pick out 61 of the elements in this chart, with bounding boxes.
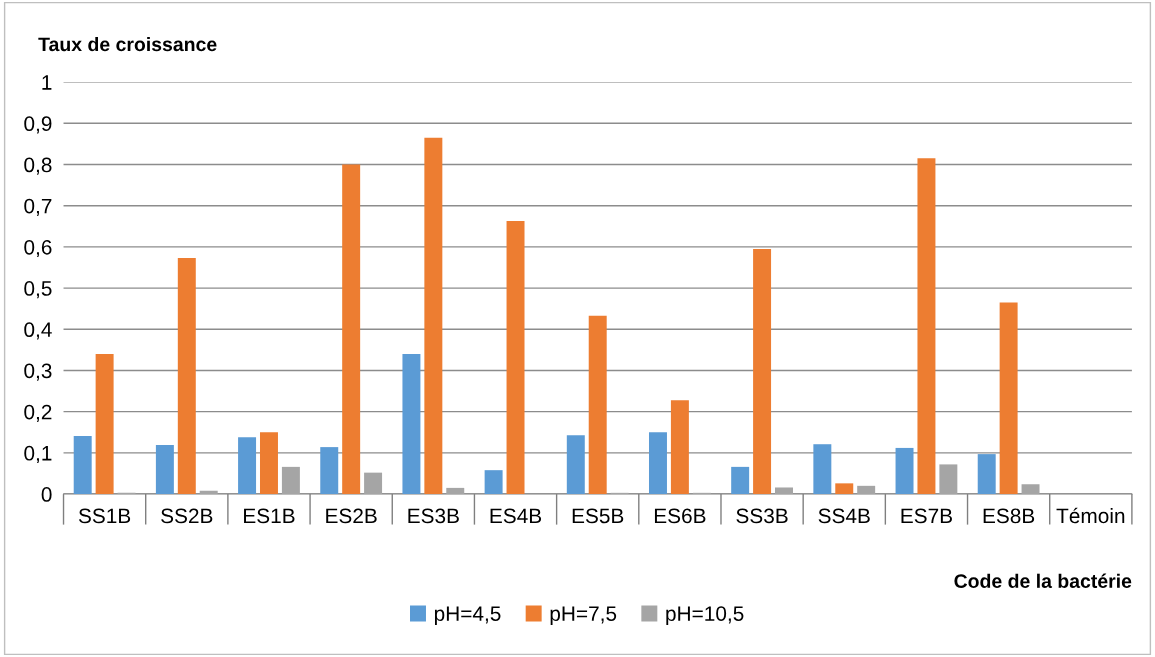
bar [1021, 484, 1040, 495]
bar [857, 485, 876, 495]
y-tick-label: 0,1 [24, 445, 52, 464]
bar [670, 400, 689, 495]
y-tick-label: 0,9 [24, 116, 52, 134]
legend-label: pH=7,5 [550, 606, 617, 626]
x-tick-label: SS2B [161, 508, 213, 524]
x-tick-label: ES4B [490, 508, 542, 524]
bar [484, 470, 503, 495]
bar [95, 354, 114, 495]
bar [320, 447, 339, 495]
x-tick-label: SS3B [736, 508, 788, 524]
bar [835, 483, 854, 495]
y-tick-label: 0,6 [24, 239, 52, 258]
bar [999, 302, 1018, 495]
x-tick-label: ES8B [983, 508, 1035, 524]
bar [753, 248, 772, 495]
bar [364, 472, 383, 495]
y-tick-label: 0,3 [24, 363, 52, 381]
bar [588, 315, 607, 495]
bar [199, 490, 218, 495]
x-tick-label: Témoin [1056, 507, 1125, 524]
bar [566, 435, 585, 495]
legend-label: pH=10,5 [666, 606, 744, 626]
y-tick-label: 1 [42, 75, 52, 90]
bar [446, 487, 465, 495]
bar [731, 466, 750, 495]
bar [977, 454, 996, 495]
y-tick-label: 0,8 [24, 157, 52, 175]
legend-label: pH=4,5 [434, 606, 501, 626]
bar [813, 444, 832, 495]
bar [177, 258, 196, 495]
x-tick-label: SS1B [78, 508, 131, 524]
bar [238, 437, 257, 495]
bar [506, 220, 525, 495]
y-tick-label: 0,4 [24, 322, 52, 340]
x-tick-label: ES1B [244, 508, 295, 524]
bar [775, 487, 793, 495]
y-axis-title: Taux de croissance [38, 36, 217, 52]
x-tick-label: ES3B [408, 508, 459, 524]
bar [73, 435, 92, 495]
y-tick-label: 0,5 [24, 281, 52, 299]
x-tick-label: ES7B [901, 508, 952, 524]
bar [648, 432, 667, 495]
bar [402, 354, 421, 495]
bar [260, 432, 278, 495]
x-tick-label: ES6B [654, 508, 706, 524]
y-tick-label: 0,7 [24, 198, 52, 216]
bar [917, 158, 936, 495]
bar [281, 466, 300, 495]
x-axis-title: Code de la bactérie [954, 573, 1132, 588]
y-tick-label: 0,2 [24, 404, 52, 422]
x-tick-label: ES2B [326, 508, 377, 524]
bar [342, 164, 361, 495]
bar [155, 445, 174, 495]
bar [895, 447, 914, 495]
x-tick-label: ES5B [572, 508, 624, 524]
bar [424, 137, 443, 495]
bar [939, 464, 958, 495]
y-tick-label: 0 [41, 487, 52, 502]
x-tick-label: SS4B [818, 508, 870, 524]
